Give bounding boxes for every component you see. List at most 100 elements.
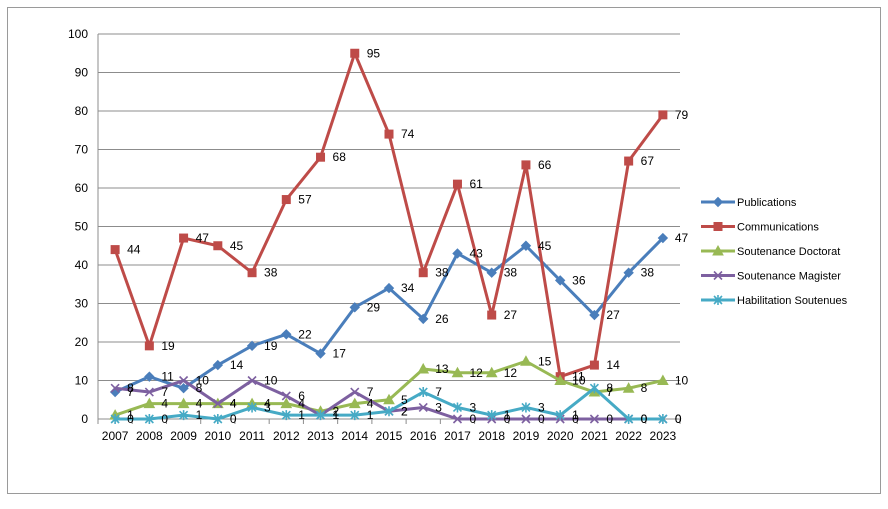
- data-point-habilitation-soutenues: [110, 414, 120, 424]
- data-label-soutenance-doctorat: 5: [401, 393, 408, 407]
- data-point-communications: [384, 129, 394, 139]
- legend-item-soutenance-magister: Soutenance Magister: [701, 271, 841, 283]
- data-point-habilitation-soutenues: [487, 410, 497, 421]
- data-point-habilitation-soutenues: [315, 410, 326, 421]
- data-point-habilitation-soutenues: [213, 414, 223, 424]
- series-habilitation-soutenues: [110, 383, 668, 424]
- data-label-habilitation-soutenues: 1: [333, 408, 340, 422]
- legend-marker: [713, 270, 723, 281]
- data-point-habilitation-soutenues: [521, 402, 531, 413]
- data-point-communications: [110, 245, 120, 255]
- data-point-habilitation-soutenues: [350, 410, 360, 421]
- data-label-habilitation-soutenues: 7: [435, 385, 442, 399]
- data-label-communications: 95: [367, 46, 381, 60]
- data-label-soutenance-doctorat: 12: [469, 366, 483, 380]
- data-point-habilitation-soutenues: [247, 402, 257, 413]
- data-label-habilitation-soutenues: 8: [606, 381, 613, 395]
- data-label-publications: 43: [469, 246, 483, 260]
- x-tick-label: 2023: [650, 429, 677, 443]
- y-tick-label: 10: [75, 374, 89, 388]
- x-tick-label: 2021: [581, 429, 608, 443]
- data-label-communications: 61: [469, 177, 483, 191]
- data-point-publications: [144, 371, 155, 382]
- legend-marker: [713, 222, 723, 231]
- data-label-publications: 22: [298, 327, 312, 341]
- data-point-publications: [486, 267, 497, 278]
- data-label-publications: 11: [161, 370, 174, 384]
- x-tick-label: 2014: [341, 429, 368, 443]
- legend-marker: [712, 196, 724, 208]
- data-point-soutenance-doctorat: [280, 397, 293, 409]
- legend-label: Habilitation Soutenues: [737, 295, 848, 307]
- data-point-soutenance-doctorat: [451, 366, 464, 378]
- x-tick-label: 2017: [444, 429, 471, 443]
- data-label-publications: 19: [264, 339, 278, 353]
- data-label-communications: 19: [161, 339, 175, 353]
- data-point-publications: [623, 267, 634, 278]
- data-label-soutenance-magister: 0: [538, 412, 545, 426]
- data-label-habilitation-soutenues: 1: [367, 408, 374, 422]
- data-label-habilitation-soutenues: 1: [196, 408, 203, 422]
- data-label-soutenance-doctorat: 4: [367, 397, 374, 411]
- data-label-communications: 38: [435, 266, 449, 280]
- data-point-communications: [213, 241, 223, 251]
- data-label-publications: 36: [572, 273, 586, 287]
- legend-item-habilitation-soutenues: Habilitation Soutenues: [701, 295, 848, 307]
- series-publications: [109, 232, 669, 398]
- y-tick-label: 60: [75, 181, 89, 195]
- data-label-soutenance-doctorat: 10: [572, 374, 586, 388]
- data-label-communications: 11: [572, 370, 585, 384]
- y-tick-label: 50: [75, 220, 89, 234]
- data-label-publications: 34: [401, 281, 415, 295]
- data-label-soutenance-magister: 0: [675, 412, 682, 426]
- legend-marker: [712, 244, 724, 256]
- data-label-soutenance-magister: 1: [333, 408, 340, 422]
- data-label-habilitation-soutenues: 0: [675, 412, 682, 426]
- x-tick-label: 2011: [239, 429, 265, 443]
- data-label-communications: 68: [333, 150, 347, 164]
- x-tick-label: 2018: [478, 429, 505, 443]
- legend-label: Communications: [737, 222, 819, 234]
- data-point-publications: [589, 309, 600, 321]
- data-label-soutenance-magister: 4: [230, 397, 237, 411]
- data-point-soutenance-doctorat: [417, 362, 430, 374]
- data-label-habilitation-soutenues: 0: [161, 412, 168, 426]
- data-point-soutenance-doctorat: [383, 393, 395, 405]
- series-communications: [110, 48, 668, 382]
- data-label-habilitation-soutenues: 1: [572, 408, 579, 422]
- x-tick-label: 2022: [615, 429, 642, 443]
- data-label-publications: 8: [196, 381, 203, 395]
- y-tick-label: 0: [81, 412, 88, 426]
- data-label-habilitation-soutenues: 3: [264, 400, 271, 414]
- data-label-habilitation-soutenues: 0: [230, 412, 237, 426]
- data-label-publications: 47: [675, 231, 689, 245]
- legend-item-publications: Publications: [701, 196, 797, 209]
- data-label-habilitation-soutenues: 1: [298, 408, 305, 422]
- data-label-soutenance-doctorat: 8: [641, 381, 648, 395]
- data-point-habilitation-soutenues: [452, 402, 463, 413]
- data-point-publications: [246, 340, 258, 352]
- data-label-publications: 14: [230, 358, 244, 372]
- data-point-soutenance-magister: [179, 375, 189, 386]
- data-point-publications: [315, 348, 326, 359]
- data-point-habilitation-soutenues: [144, 414, 154, 424]
- data-point-communications: [418, 268, 428, 278]
- data-label-communications: 14: [606, 358, 620, 372]
- data-label-habilitation-soutenues: 0: [641, 412, 648, 426]
- data-point-soutenance-magister: [281, 391, 291, 401]
- data-label-publications: 45: [538, 239, 552, 253]
- data-point-communications: [247, 268, 257, 278]
- data-label-soutenance-magister: 7: [367, 385, 374, 399]
- legend-item-soutenance-doctorat: Soutenance Doctorat: [701, 244, 840, 258]
- data-point-habilitation-soutenues: [658, 414, 668, 424]
- data-point-communications: [487, 310, 497, 320]
- x-tick-label: 2020: [547, 429, 574, 443]
- data-point-habilitation-soutenues: [624, 414, 634, 424]
- x-tick-label: 2019: [513, 429, 540, 443]
- legend-label: Publications: [737, 197, 797, 209]
- data-label-communications: 79: [675, 108, 689, 122]
- data-label-soutenance-doctorat: 12: [504, 366, 518, 380]
- data-label-publications: 29: [367, 300, 381, 314]
- data-point-habilitation-soutenues: [384, 406, 394, 417]
